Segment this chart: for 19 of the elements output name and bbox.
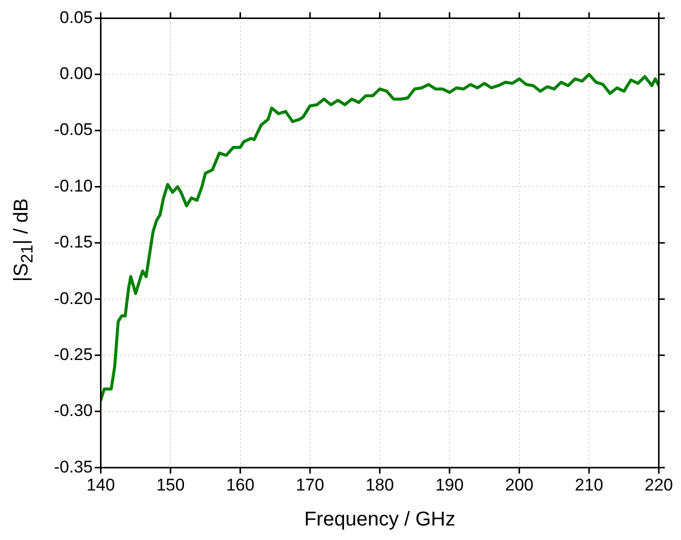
y-tick-label: -0.05 bbox=[54, 120, 93, 140]
x-tick-label: 140 bbox=[86, 475, 115, 494]
x-axis-title: Frequency / GHz bbox=[304, 508, 456, 531]
y-tick-label: 0.00 bbox=[60, 64, 93, 84]
y-tick-label: 0.05 bbox=[60, 8, 93, 27]
x-tick-label: 190 bbox=[435, 475, 464, 494]
x-tick-label: 200 bbox=[505, 475, 534, 494]
y-tick-label: -0.20 bbox=[54, 288, 93, 308]
x-tick-label: 180 bbox=[366, 475, 394, 494]
y-tick-label: -0.35 bbox=[54, 457, 93, 476]
x-tick-label: 170 bbox=[296, 475, 324, 494]
x-tick-label: 160 bbox=[226, 475, 254, 494]
y-tick-label: -0.10 bbox=[54, 176, 93, 196]
y-tick-label: -0.25 bbox=[54, 344, 93, 364]
x-tick-label: 220 bbox=[644, 475, 674, 494]
x-tick-label: 210 bbox=[574, 475, 604, 494]
x-tick-label: 150 bbox=[156, 475, 185, 494]
y-tick-label: -0.15 bbox=[54, 232, 93, 252]
y-tick-label: -0.30 bbox=[54, 401, 93, 420]
